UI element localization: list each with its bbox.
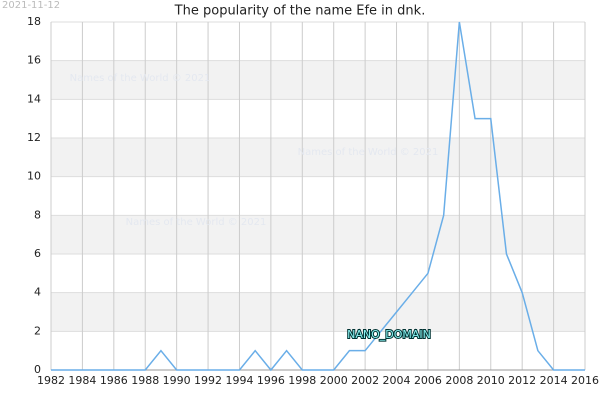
x-tick-label: 2012 [508,374,536,387]
x-tick-label: 1988 [131,374,159,387]
watermark: Names of the World © 2021 [298,147,439,158]
x-tick-label: 2006 [414,374,442,387]
y-tick-label: 4 [34,286,41,299]
y-tick-label: 18 [27,15,41,28]
annotation: NANO_DOMAIN [347,328,431,341]
y-tick-label: 16 [27,54,41,67]
y-tick-label: 8 [34,208,41,221]
grid-band [51,60,585,100]
y-tick-label: 14 [27,92,41,105]
series-line [51,21,585,372]
y-tick-label: 2 [34,324,41,337]
watermark: Names of the World © 2021 [70,73,211,84]
y-tick-label: 0 [34,363,41,376]
x-tick-label: 2004 [383,374,411,387]
x-tick-label: 2014 [540,374,568,387]
x-tick-label: 2008 [445,374,473,387]
grid-band [51,215,585,254]
x-tick-label: 2002 [351,374,379,387]
x-tick-label: 1990 [163,374,191,387]
x-tick-label: 2000 [320,374,348,387]
x-tick-label: 1996 [257,374,285,387]
y-tick-label: 12 [27,131,41,144]
x-tick-label: 1998 [288,374,316,387]
chart-title: The popularity of the name Efe in dnk. [174,4,426,19]
y-tick-label: 6 [34,247,41,260]
date: 2021-11-12 [2,0,60,11]
x-tick-label: 1992 [194,374,222,387]
x-tick-label: 1984 [68,374,96,387]
x-tick-label: 2016 [571,374,599,387]
grid-band [51,292,585,332]
x-tick-label: 1994 [225,374,253,387]
x-tick-label: 2010 [477,374,505,387]
x-tick-label: 1982 [37,374,65,387]
y-tick-label: 10 [27,170,41,183]
watermark: Names of the World © 2021 [126,217,267,228]
x-tick-label: 1986 [100,374,128,387]
